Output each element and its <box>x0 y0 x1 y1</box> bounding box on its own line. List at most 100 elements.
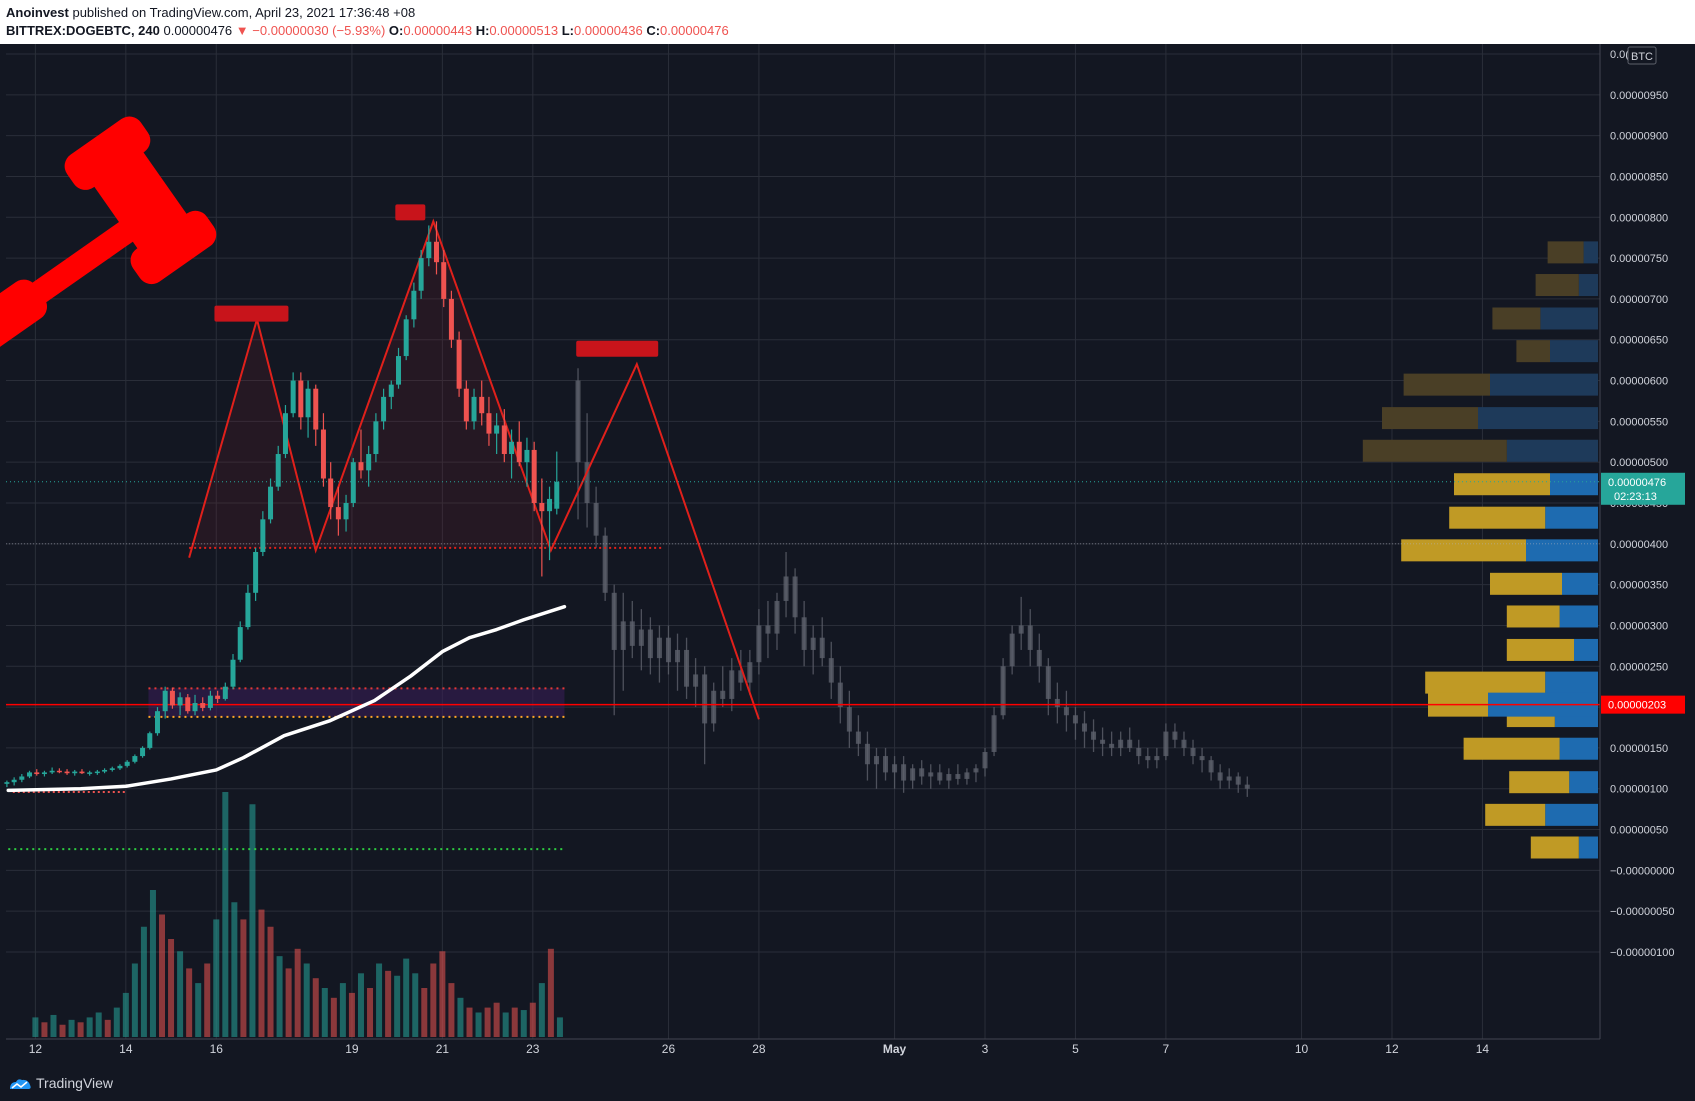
candle <box>207 695 213 708</box>
volume-profile-up <box>1540 307 1598 330</box>
projection-candle <box>1199 756 1205 761</box>
x-tick-label: 26 <box>662 1042 676 1056</box>
price-chart[interactable]: −0.00000100 −0.00000050 −0.00000000 0.00000… <box>0 44 1695 1065</box>
close-value: 0.00000476 <box>660 23 729 38</box>
candle <box>215 695 221 699</box>
tradingview-logo-icon <box>10 1079 31 1090</box>
x-tick-label: 10 <box>1295 1042 1309 1056</box>
projection-candle <box>991 715 997 752</box>
volume-bar <box>348 992 355 1037</box>
candle <box>34 772 40 775</box>
y-tick-label: 0.00000150 <box>1610 743 1668 755</box>
volume-profile-down <box>1492 307 1541 330</box>
volume-bar <box>330 997 337 1037</box>
volume-profile-up <box>1578 274 1598 297</box>
volume-profile-up <box>1583 241 1598 264</box>
volume-bar <box>140 926 147 1037</box>
pattern-label <box>395 204 426 221</box>
tradingview-brand-label: TradingView <box>36 1075 114 1091</box>
candle <box>109 768 115 770</box>
y-tick-label: −0.00000000 <box>1610 865 1675 877</box>
projection-candle <box>1190 747 1196 757</box>
chart-header: Anoinvest published on TradingView.com, … <box>0 0 1695 44</box>
y-tick-label: 0.00000750 <box>1610 253 1668 265</box>
candle <box>275 454 281 487</box>
y-tick-label: 0.00000300 <box>1610 620 1668 632</box>
volume-bar <box>276 956 283 1037</box>
volume-profile-up <box>1578 836 1598 859</box>
projection-candle <box>593 503 599 536</box>
x-tick-label: 23 <box>526 1042 540 1056</box>
candle <box>516 441 522 463</box>
support-price-label: 0.00000203 <box>1608 700 1666 712</box>
volume-bar <box>475 1012 482 1037</box>
candle <box>222 686 228 699</box>
projection-candle <box>765 625 771 634</box>
low-label: L: <box>561 23 574 38</box>
projection-candle <box>982 751 988 769</box>
change-arrow: ▼ <box>235 23 249 38</box>
candle <box>49 770 55 773</box>
volume-bar <box>421 988 428 1037</box>
candle <box>64 771 70 774</box>
projection-candle <box>1045 666 1051 699</box>
volume-bar <box>168 939 175 1037</box>
projection-candle <box>846 707 852 732</box>
projection-candle <box>1145 756 1151 761</box>
volume-bar <box>32 1017 39 1037</box>
candle <box>169 690 175 706</box>
author-name[interactable]: Anoinvest <box>6 5 69 20</box>
y-tick-label: 0.00000350 <box>1610 580 1668 592</box>
symbol-label: BITTREX:DOGEBTC, 240 <box>6 23 160 38</box>
volume-profile-down <box>1530 836 1579 859</box>
candle <box>471 396 477 422</box>
volume-bar <box>77 1022 84 1037</box>
volume-profile-down <box>1485 803 1546 826</box>
projection-candle <box>1217 772 1223 781</box>
y-tick-label: 0.00000250 <box>1610 661 1668 673</box>
projection-candle <box>1018 625 1024 634</box>
volume-bar <box>204 963 211 1037</box>
x-tick-label: 3 <box>982 1042 989 1056</box>
volume-bar <box>357 973 364 1037</box>
volume-profile-down <box>1547 241 1584 264</box>
x-tick-label: May <box>883 1042 907 1056</box>
candle <box>94 771 100 774</box>
candle <box>79 771 85 774</box>
volume-bar <box>376 963 383 1037</box>
candle <box>366 454 372 471</box>
projection-candle <box>928 772 934 777</box>
candle <box>479 396 485 414</box>
volume-bar <box>439 951 446 1037</box>
projection-candle <box>602 535 608 593</box>
volume-bar <box>448 983 455 1037</box>
volume-profile-down <box>1506 638 1574 661</box>
projection-candle <box>729 670 735 699</box>
volume-bar <box>466 1007 473 1037</box>
y-tick-label: 0.0( <box>1610 49 1629 61</box>
gavel-head-bottom <box>130 210 217 285</box>
projection-candle <box>810 637 816 650</box>
projection-candle <box>1036 649 1042 667</box>
tradingview-brand[interactable]: TradingView <box>8 1075 113 1091</box>
volume-profile-down <box>1535 274 1579 297</box>
y-tick-label: 0.00000950 <box>1610 90 1668 102</box>
volume-bar <box>104 1019 111 1037</box>
volume-profile-up <box>1506 439 1598 462</box>
candle <box>87 772 93 774</box>
projection-candle <box>792 576 798 618</box>
volume-profile-up <box>1545 506 1598 529</box>
candle <box>320 429 326 479</box>
candle <box>426 241 432 259</box>
gavel-handle <box>24 219 137 308</box>
candle <box>433 241 439 263</box>
y-tick-label: 0.00000900 <box>1610 131 1668 143</box>
candle <box>531 449 537 503</box>
projection-candle <box>1136 747 1142 757</box>
candle <box>237 627 243 660</box>
y-tick-label: 0.00000550 <box>1610 416 1668 428</box>
candle <box>132 756 138 762</box>
volume-bar <box>511 1007 518 1037</box>
x-tick-label: 12 <box>29 1042 43 1056</box>
candle <box>290 380 296 414</box>
